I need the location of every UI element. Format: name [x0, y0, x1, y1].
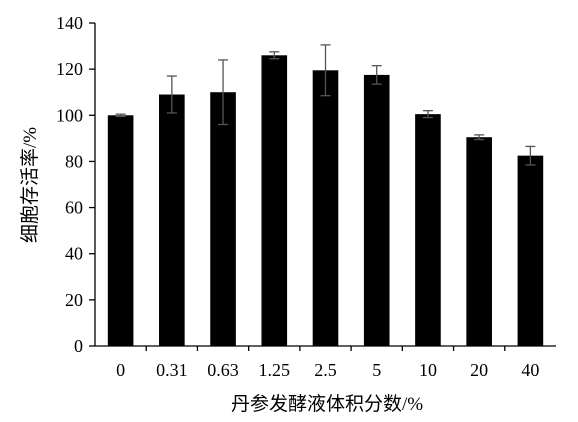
bar-5 — [363, 74, 390, 347]
y-tick-label-2: 40 — [65, 244, 83, 264]
y-tick-label-5: 100 — [56, 105, 83, 125]
x-tick-label-6: 10 — [419, 360, 437, 380]
error-bar-8 — [525, 145, 536, 166]
y-tick-label-3: 60 — [65, 198, 83, 218]
x-axis-title: 丹参发酵液体积分数/% — [231, 393, 423, 415]
x-tick-label-0: 0 — [116, 360, 125, 380]
x-tick-label-4: 2.5 — [314, 360, 337, 380]
x-tick-label-2: 0.63 — [207, 360, 239, 380]
axes — [89, 22, 556, 351]
error-bars — [115, 44, 536, 166]
bar-1 — [159, 94, 185, 347]
error-bar-5 — [371, 65, 382, 85]
error-bar-7 — [474, 134, 485, 141]
x-tick-label-7: 20 — [470, 360, 488, 380]
y-tick-label-4: 80 — [65, 151, 83, 171]
x-tick-label-5: 5 — [372, 360, 381, 380]
y-tick-label-6: 120 — [56, 59, 83, 79]
x-tick-label-8: 40 — [521, 360, 539, 380]
error-bar-0 — [115, 113, 126, 118]
bar-0 — [107, 115, 134, 347]
error-bar-3 — [269, 51, 280, 60]
y-tick-label-7: 140 — [56, 13, 83, 33]
error-bar-2 — [218, 59, 229, 126]
tick-labels: 0 0.31 0.63 1.25 2.5 5 10 20 40 0 20 40 60 80 100 120 14… — [56, 13, 539, 380]
error-bar-6 — [422, 110, 433, 119]
bar-6 — [415, 114, 441, 346]
bar-7 — [466, 137, 492, 346]
error-bar-1 — [166, 75, 177, 114]
bar-3 — [261, 55, 288, 347]
bar-2 — [210, 92, 236, 346]
bar-8 — [517, 155, 544, 346]
bar-4 — [312, 70, 339, 347]
x-tick-label-1: 0.31 — [156, 360, 188, 380]
error-bar-4 — [320, 44, 331, 97]
y-tick-label-0: 0 — [74, 336, 83, 356]
x-tick-label-3: 1.25 — [259, 360, 291, 380]
y-axis-title: 细胞存活率/% — [19, 127, 41, 243]
bars — [107, 55, 544, 347]
y-tick-label-1: 20 — [65, 290, 83, 310]
